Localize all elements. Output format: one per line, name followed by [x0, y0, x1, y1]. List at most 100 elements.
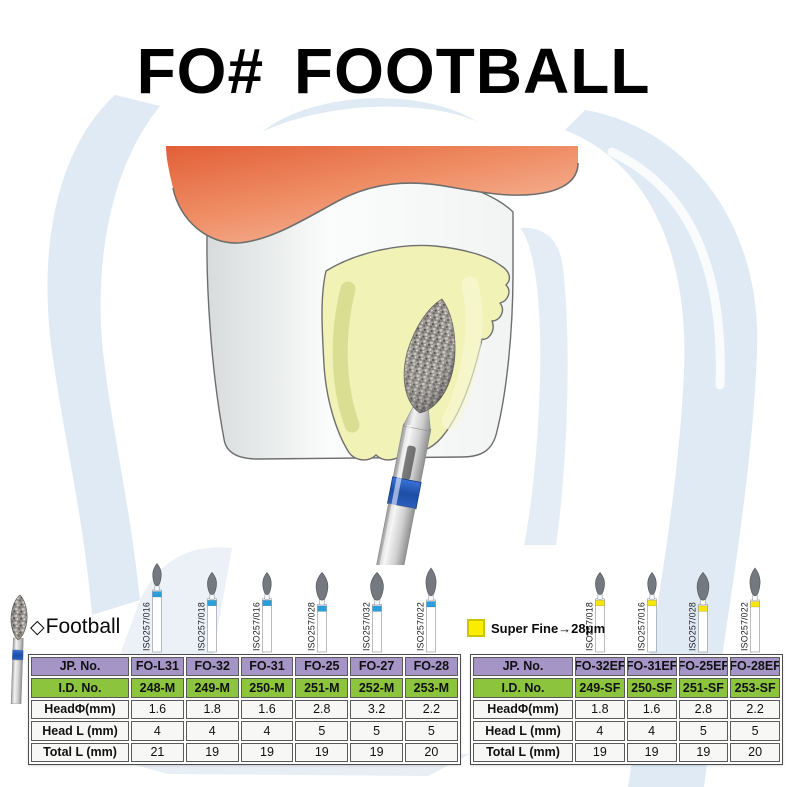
bur-icon-band — [595, 600, 605, 607]
bur-icon-shank — [152, 589, 163, 653]
gum-illustration — [166, 146, 578, 244]
value-cell: 1.6 — [240, 699, 294, 720]
value-cell: 3.2 — [350, 699, 403, 720]
watermark-left-fade — [118, 547, 232, 660]
value-cell: 1.6 — [131, 699, 184, 720]
value-cell: 4 — [575, 721, 625, 741]
bur-icon: ISO257/016 — [252, 571, 272, 653]
bur-icon-head — [152, 563, 162, 587]
photo-bur-shank — [10, 659, 23, 704]
bur-icon-band — [750, 601, 760, 608]
bur-icon: ISO257/028 — [306, 571, 328, 653]
value-cell: FO-28EF — [730, 657, 780, 677]
photo-bur-head — [10, 594, 28, 641]
bur-icon-band — [426, 601, 437, 608]
bur-icon-head — [595, 571, 605, 595]
value-cell: FO-25EF — [678, 657, 729, 677]
bur-icon: ISO257/032 — [361, 571, 384, 653]
value-cell: 4 — [626, 721, 677, 741]
watermark-top-crescent — [262, 98, 478, 132]
tooth-preparation-illustration — [166, 146, 579, 565]
value-cell: FO-28 — [404, 657, 458, 677]
row-label: I.D. No. — [31, 678, 129, 698]
bur-icon-head — [749, 567, 761, 597]
bur-icon: ISO257/022 — [416, 567, 437, 653]
value-cell: 21 — [131, 742, 184, 762]
value-cell: 2.2 — [404, 699, 458, 720]
value-cell: 19 — [185, 742, 239, 762]
legend-swatch — [467, 619, 485, 637]
value-cell: 253-M — [404, 678, 458, 698]
bur-icon-shank — [262, 598, 272, 653]
bur-icon-band — [207, 600, 217, 607]
value-cell: 249-M — [185, 678, 239, 698]
value-cell: 251-SF — [678, 678, 729, 698]
photo-bur-band — [12, 649, 24, 661]
value-cell: 4 — [131, 721, 184, 741]
diamond-bur-illustration — [370, 298, 456, 565]
value-cell: FO-25 — [295, 657, 349, 677]
row-label: JP. No. — [473, 657, 573, 677]
football-section-label: ◇ Football — [30, 615, 120, 639]
value-cell: 4 — [240, 721, 294, 741]
bur-shank-mark — [401, 445, 416, 480]
value-cell: 20 — [404, 742, 458, 762]
medium-grit-table: JP. No. FO-L31 FO-32 FO-31 FO-25 FO-27 FO-28 I.… — [28, 654, 461, 765]
bur-icon-band — [152, 591, 163, 598]
watermark-mid-groove — [520, 227, 568, 545]
bur-icon-band — [262, 600, 272, 607]
iso-label: ISO257/016 — [252, 602, 262, 651]
football-bur-photo — [10, 594, 28, 704]
iso-label: ISO257/022 — [416, 602, 426, 651]
value-cell: 19 — [295, 742, 349, 762]
iso-label: ISO257/022 — [740, 602, 750, 651]
iso-label: ISO257/032 — [361, 602, 371, 651]
bur-icon: ISO257/016 — [142, 563, 163, 653]
bur-icon: ISO257/028 — [688, 571, 710, 653]
value-cell: 20 — [730, 742, 780, 762]
value-cell: 2.8 — [678, 699, 729, 720]
value-cell: FO-31 — [240, 657, 294, 677]
value-cell: 19 — [350, 742, 403, 762]
bur-icon: ISO257/018 — [584, 571, 605, 653]
value-cell: 5 — [350, 721, 403, 741]
value-cell: 252-M — [350, 678, 403, 698]
bur-icon-head — [647, 571, 657, 595]
row-label: JP. No. — [31, 657, 129, 677]
page-title-code: FO# — [136, 35, 265, 107]
bur-icon: ISO257/022 — [740, 567, 761, 653]
iso-label: ISO257/018 — [197, 602, 207, 651]
bur-icon-band — [698, 605, 709, 612]
bur-icon-head — [315, 571, 328, 601]
value-cell: 4 — [185, 721, 239, 741]
bur-icon-head — [426, 567, 437, 597]
page-title-name: FOOTBALL — [294, 35, 651, 107]
value-cell: 248-M — [131, 678, 184, 698]
value-cell: FO-L31 — [131, 657, 184, 677]
row-label: HeadΦ(mm) — [31, 699, 129, 720]
bur-icon-band — [371, 605, 382, 612]
legend-label: Super Fine→28μm — [491, 620, 606, 636]
iso-label: ISO257/016 — [636, 602, 646, 651]
super-fine-legend: Super Fine→28μm — [467, 619, 605, 637]
iso-label: ISO257/018 — [584, 602, 594, 651]
bur-icon-band — [646, 600, 657, 607]
bur-icon-shank — [646, 598, 657, 653]
gum-outline — [172, 162, 579, 244]
iso-label: ISO257/016 — [142, 602, 152, 651]
bur-icon-head — [262, 571, 272, 595]
value-cell: 19 — [575, 742, 625, 762]
diamond-symbol: ◇ — [30, 616, 45, 638]
bur-head-shading — [404, 299, 455, 413]
row-label: HeadΦ(mm) — [473, 699, 573, 720]
value-cell: 250-M — [240, 678, 294, 698]
watermark-highlight-arc — [607, 147, 725, 390]
watermark-left-band — [47, 95, 160, 615]
iso-label: ISO257/028 — [688, 602, 698, 651]
value-cell: 250-SF — [626, 678, 677, 698]
value-cell: 251-M — [295, 678, 349, 698]
value-cell: FO-32EF — [575, 657, 625, 677]
bur-icon-head — [697, 571, 710, 601]
bur-icon: ISO257/016 — [636, 571, 657, 653]
